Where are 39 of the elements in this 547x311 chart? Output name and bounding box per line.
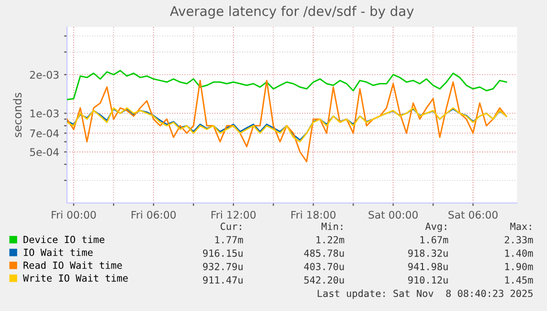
y-tick-label: 1e-03 xyxy=(30,110,59,118)
text: 1.77m xyxy=(215,236,243,244)
x-tick-label: Sat 00:00 xyxy=(368,210,418,219)
y-tick-label: 7e-04 xyxy=(30,129,59,138)
text: 1.22m xyxy=(316,236,344,244)
legend-label: Write IO Wait time xyxy=(22,274,128,282)
legend-label: Device IO time xyxy=(24,236,104,244)
text: 916.15u xyxy=(203,249,243,257)
text: 941.98u xyxy=(408,262,448,270)
text: Cur: xyxy=(220,222,242,230)
y-tick-label: 2e-03 xyxy=(30,70,59,79)
line-series xyxy=(67,80,508,162)
text: 403.70u xyxy=(304,262,344,270)
y-tick-label: 5e-04 xyxy=(30,148,59,156)
text: Min: xyxy=(322,222,342,230)
text: 485.78u xyxy=(304,249,344,257)
text: 1.40m xyxy=(505,249,533,257)
line-series xyxy=(67,70,508,100)
x-tick-label: Fri 18:00 xyxy=(291,210,336,219)
text: 542.20u xyxy=(304,276,344,284)
text: 1.45m xyxy=(505,276,533,284)
x-tick-label: Fri 12:00 xyxy=(212,210,256,219)
text: Last update: Sat Nov 8 08:40:23 2025 xyxy=(318,290,533,299)
x-tick-label: Fri 06:00 xyxy=(132,210,176,219)
text: 910.12u xyxy=(408,276,448,284)
text: 2.33m xyxy=(504,236,533,244)
text: 911.47u xyxy=(203,276,243,284)
text: Avg: xyxy=(425,222,446,232)
text: 932.79u xyxy=(203,262,243,270)
text: 918.32u xyxy=(408,249,448,257)
legend-label: IO Wait time xyxy=(24,248,93,256)
chart-title: Average latency for /dev/sdf - by day xyxy=(170,6,414,19)
y-axis-title: seconds xyxy=(13,92,22,138)
x-tick-label: Fri 00:00 xyxy=(52,210,96,219)
legend-label: Read IO Wait time xyxy=(24,261,122,269)
text: Max: xyxy=(510,222,531,230)
text: 1.67m xyxy=(420,236,448,244)
x-tick-label: Sat 06:00 xyxy=(448,210,498,219)
text: 1.90m xyxy=(505,262,533,270)
